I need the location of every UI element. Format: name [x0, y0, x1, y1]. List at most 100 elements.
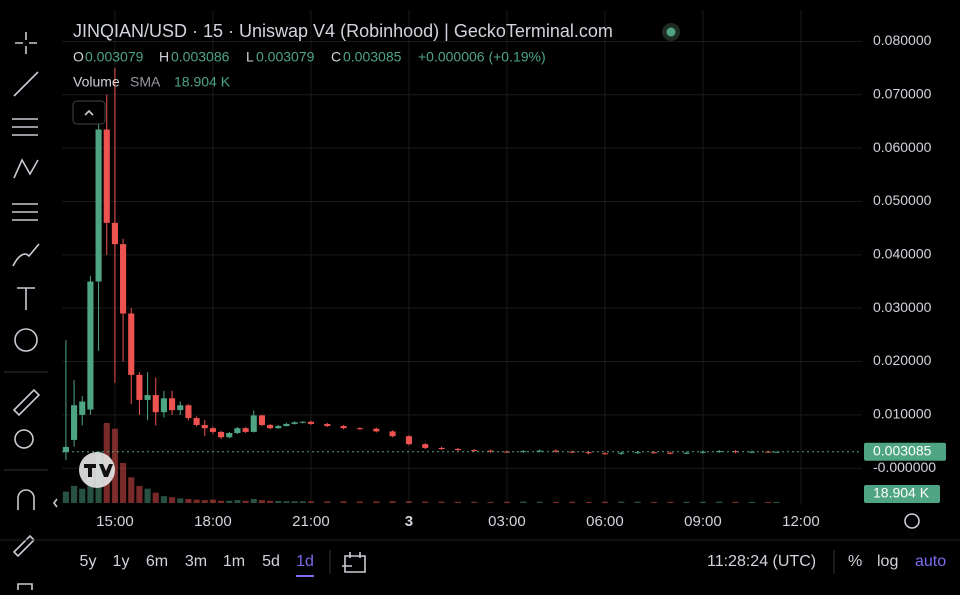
- volume-bar: [283, 501, 290, 503]
- range-button[interactable]: 5y: [80, 553, 97, 570]
- auto-toggle[interactable]: auto: [915, 553, 946, 570]
- volume-bar: [177, 498, 184, 503]
- volume-bar: [422, 501, 429, 503]
- last-price-badge: [864, 442, 946, 461]
- volume-bar: [732, 501, 739, 503]
- candle-body: [185, 405, 192, 419]
- volume-bar: [160, 496, 167, 503]
- candle-body: [471, 450, 478, 452]
- settings-button[interactable]: [904, 513, 920, 529]
- percent-toggle[interactable]: %: [848, 553, 862, 570]
- candle-body: [79, 401, 86, 415]
- candle-body: [234, 428, 241, 433]
- candle-body: [389, 431, 396, 437]
- volume-bar: [356, 501, 363, 503]
- candle-body: [160, 398, 167, 413]
- sma-label: SMA: [130, 74, 161, 90]
- volume-bar: [242, 500, 249, 503]
- candle-body: [650, 452, 657, 454]
- volume-bar: [601, 501, 608, 503]
- candle-body: [218, 431, 225, 438]
- volume-bar: [128, 477, 135, 503]
- tradingview-logo: [79, 452, 115, 488]
- trash-tool[interactable]: [17, 583, 33, 590]
- y-tick-label: 0.050000: [873, 192, 932, 208]
- text-tool[interactable]: [17, 287, 35, 310]
- y-tick-label: 0.070000: [873, 86, 932, 102]
- candle-body: [103, 129, 110, 223]
- candle-body: [552, 450, 559, 452]
- x-tick-label: 21:00: [292, 513, 330, 530]
- collapse-toolbar[interactable]: [53, 498, 58, 508]
- line-tool[interactable]: [13, 71, 39, 97]
- volume-bar: [275, 501, 282, 503]
- x-tick-label: 12:00: [782, 513, 820, 530]
- candle-body: [356, 428, 363, 430]
- brush-tool[interactable]: [12, 243, 40, 267]
- emoji-tool[interactable]: [14, 328, 38, 352]
- range-button[interactable]: 1y: [113, 553, 130, 570]
- candle-body: [748, 451, 755, 453]
- log-toggle[interactable]: log: [877, 553, 898, 570]
- candle-body: [454, 448, 461, 451]
- y-tick-label: 0.020000: [873, 352, 932, 368]
- y-tick-label: 0.060000: [873, 139, 932, 155]
- candle-body: [536, 450, 543, 452]
- range-button[interactable]: 3m: [185, 553, 207, 570]
- fib-tool[interactable]: [12, 118, 38, 136]
- candle-body: [618, 452, 625, 454]
- candle-body: [283, 423, 290, 427]
- magnet-tool[interactable]: [17, 489, 35, 510]
- range-button[interactable]: 5d: [262, 553, 280, 570]
- open-label: O: [73, 49, 84, 65]
- volume-bar: [152, 492, 159, 503]
- volume-bar: [569, 501, 576, 503]
- collapse-legend[interactable]: [72, 100, 106, 125]
- open-value: 0.003079: [85, 49, 144, 65]
- candle-body: [71, 405, 78, 440]
- volume-badge-label: 18.904 K: [873, 485, 930, 501]
- candle-body: [62, 446, 69, 453]
- y-tick-label: 0.010000: [873, 406, 932, 422]
- range-button[interactable]: 1m: [223, 553, 245, 570]
- volume-bar: [226, 500, 233, 503]
- volume-bar: [438, 501, 445, 503]
- range-button[interactable]: 1d: [296, 553, 314, 570]
- volume-bar: [520, 501, 527, 503]
- volume-bar: [234, 500, 241, 503]
- candle-body: [324, 423, 331, 427]
- volume-bar: [136, 485, 143, 503]
- candle-body: [258, 415, 265, 425]
- volume-bar: [120, 463, 127, 503]
- range-button[interactable]: 6m: [146, 553, 168, 570]
- candle-body: [250, 415, 257, 432]
- volume-bar: [307, 501, 314, 503]
- volume-bar: [340, 501, 347, 503]
- candle-body: [683, 452, 690, 454]
- volume-bar: [324, 501, 331, 503]
- volume-bar: [487, 501, 494, 503]
- crosshair-tool[interactable]: [15, 32, 37, 54]
- y-tick-label: 0.080000: [873, 32, 932, 48]
- clock: 11:28:24 (UTC): [707, 553, 816, 570]
- candle-body: [242, 428, 249, 432]
- projection-tool[interactable]: [12, 203, 38, 221]
- volume-bar: [765, 501, 772, 503]
- volume-bar: [552, 501, 559, 503]
- close-label: C: [331, 49, 341, 65]
- candle-body: [340, 426, 347, 429]
- candle-body: [299, 421, 306, 423]
- date-range-button[interactable]: [342, 552, 366, 573]
- candle-body: [667, 452, 674, 454]
- candle-body: [438, 447, 445, 449]
- zoom-tool[interactable]: [14, 429, 34, 449]
- candle-body: [373, 428, 380, 432]
- volume-bar: [503, 501, 510, 503]
- range-bar: 5y 1y 6m 3m 1m 5d 1d: [80, 553, 314, 577]
- ruler-tool[interactable]: [12, 388, 41, 417]
- volume-bar: [405, 501, 412, 503]
- volume-bar: [634, 501, 641, 503]
- candle-body: [503, 451, 510, 453]
- pattern-tool[interactable]: [13, 158, 39, 179]
